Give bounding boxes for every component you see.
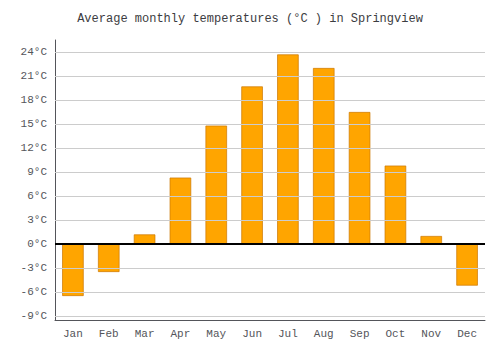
svg-text:12°C: 12°C (21, 142, 48, 154)
svg-text:9°C: 9°C (27, 166, 47, 178)
svg-text:Mar: Mar (135, 328, 155, 340)
svg-text:Average monthly temperatures (: Average monthly temperatures (°C ) in Sp… (77, 12, 423, 26)
svg-text:0°C: 0°C (27, 238, 47, 250)
svg-text:21°C: 21°C (21, 70, 48, 82)
svg-text:Dec: Dec (457, 328, 477, 340)
svg-text:-6°C: -6°C (21, 286, 48, 298)
svg-text:15°C: 15°C (21, 118, 48, 130)
svg-text:Nov: Nov (421, 328, 441, 340)
svg-text:Aug: Aug (314, 328, 334, 340)
svg-text:Jul: Jul (278, 328, 298, 340)
svg-text:Apr: Apr (171, 328, 191, 340)
svg-text:Jan: Jan (63, 328, 83, 340)
svg-text:24°C: 24°C (21, 46, 48, 58)
svg-text:-3°C: -3°C (21, 262, 48, 274)
svg-text:Oct: Oct (386, 328, 406, 340)
svg-text:May: May (206, 328, 226, 340)
svg-text:-9°C: -9°C (21, 310, 48, 322)
svg-text:Jun: Jun (242, 328, 262, 340)
svg-text:Feb: Feb (99, 328, 119, 340)
svg-text:6°C: 6°C (27, 190, 47, 202)
svg-text:3°C: 3°C (27, 214, 47, 226)
svg-text:18°C: 18°C (21, 94, 48, 106)
svg-text:Sep: Sep (350, 328, 370, 340)
